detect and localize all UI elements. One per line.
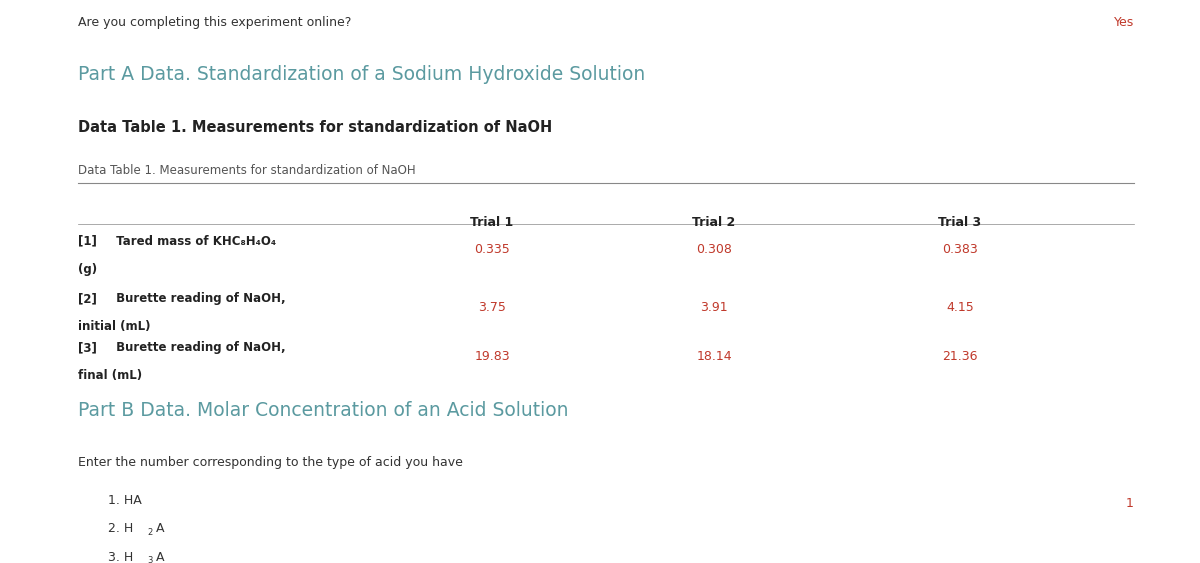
Text: [2]: [2] <box>78 292 97 305</box>
Text: 0.308: 0.308 <box>696 243 732 257</box>
Text: initial (mL): initial (mL) <box>78 320 150 333</box>
Text: 18.14: 18.14 <box>696 350 732 363</box>
Text: 3. H: 3. H <box>108 551 133 563</box>
Text: [1]: [1] <box>78 235 97 248</box>
Text: 0.383: 0.383 <box>942 243 978 257</box>
Text: Burette reading of NaOH,: Burette reading of NaOH, <box>112 341 286 354</box>
Text: 19.83: 19.83 <box>474 350 510 363</box>
Text: Burette reading of NaOH,: Burette reading of NaOH, <box>112 292 286 305</box>
Text: 3: 3 <box>148 556 152 563</box>
Text: 2: 2 <box>148 528 152 537</box>
Text: (g): (g) <box>78 263 97 276</box>
Text: Enter the number corresponding to the type of acid you have: Enter the number corresponding to the ty… <box>78 455 463 469</box>
Text: Part B Data. Molar Concentration of an Acid Solution: Part B Data. Molar Concentration of an A… <box>78 401 569 420</box>
Text: Yes: Yes <box>1114 16 1134 29</box>
Text: Are you completing this experiment online?: Are you completing this experiment onlin… <box>78 16 352 29</box>
Text: A: A <box>156 551 164 563</box>
Text: Data Table 1. Measurements for standardization of NaOH: Data Table 1. Measurements for standardi… <box>78 120 552 135</box>
Text: final (mL): final (mL) <box>78 369 142 382</box>
Text: 1: 1 <box>1126 497 1134 510</box>
Text: Trial 1: Trial 1 <box>470 216 514 229</box>
Text: Trial 2: Trial 2 <box>692 216 736 229</box>
Text: 3.75: 3.75 <box>478 301 506 314</box>
Text: 4.15: 4.15 <box>946 301 974 314</box>
Text: Tared mass of KHC₈H₄O₄: Tared mass of KHC₈H₄O₄ <box>112 235 276 248</box>
Text: 21.36: 21.36 <box>942 350 978 363</box>
Text: A: A <box>156 522 164 535</box>
Text: 1. HA: 1. HA <box>108 494 142 507</box>
Text: 2. H: 2. H <box>108 522 133 535</box>
Text: Part A Data. Standardization of a Sodium Hydroxide Solution: Part A Data. Standardization of a Sodium… <box>78 65 646 84</box>
Text: [3]: [3] <box>78 341 97 354</box>
Text: Trial 3: Trial 3 <box>938 216 982 229</box>
Text: 0.335: 0.335 <box>474 243 510 257</box>
Text: Data Table 1. Measurements for standardization of NaOH: Data Table 1. Measurements for standardi… <box>78 164 415 177</box>
Text: 3.91: 3.91 <box>700 301 728 314</box>
